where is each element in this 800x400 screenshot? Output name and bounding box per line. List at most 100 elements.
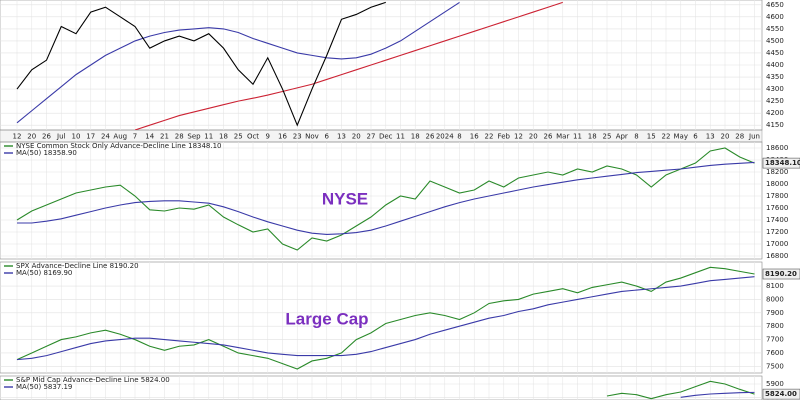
x-tick-label: 25 (234, 133, 243, 141)
x-tick-label: 16 (470, 133, 479, 141)
x-tick-label: 11 (396, 133, 405, 141)
y-tick-label: 4300 (766, 85, 784, 93)
y-tick-label: 7600 (766, 349, 784, 357)
y-tick-label: 4150 (766, 121, 784, 129)
legend-name: MA(50) (16, 383, 41, 391)
x-tick-label: 26 (544, 133, 553, 141)
y-tick-label: 18600 (766, 144, 788, 152)
series-line (16, 1, 386, 127)
x-tick-label: 25 (603, 133, 612, 141)
x-tick-label: Aug (113, 133, 127, 141)
x-tick-label: 7 (133, 133, 137, 141)
legend-value: 18358.90 (43, 149, 76, 157)
x-tick-label: 22 (662, 133, 671, 141)
y-tick-label: 17000 (766, 240, 788, 248)
y-tick-label: 17600 (766, 204, 788, 212)
x-tick-label: 22 (485, 133, 494, 141)
x-tick-label: 17 (86, 133, 95, 141)
x-tick-label: 20 (721, 133, 730, 141)
x-tick-label: 13 (706, 133, 715, 141)
x-tick-label: Oct (247, 133, 259, 141)
series-line (134, 1, 563, 130)
y-tick-label: 7900 (766, 309, 784, 317)
x-tick-label: 24 (101, 133, 110, 141)
y-tick-label: 17200 (766, 228, 788, 236)
legend-value: 8169.90 (43, 269, 72, 277)
legend-entry: MA(50) 18358.90 (16, 149, 77, 157)
series-line (16, 1, 460, 124)
x-tick-label: 20 (529, 133, 538, 141)
x-tick-label: 20 (352, 133, 361, 141)
series-line (16, 276, 755, 361)
last-value-box (762, 268, 800, 280)
last-value-label: 18348.10 (765, 159, 800, 167)
x-tick-label: 12 (13, 133, 22, 141)
x-tick-label: 28 (175, 133, 184, 141)
legend-value: 5837.19 (43, 383, 72, 391)
series-line (16, 266, 755, 370)
y-tick-label: 4200 (766, 109, 784, 117)
x-tick-label: 6 (693, 133, 698, 141)
legend-name: MA(50) (16, 149, 41, 157)
legend-entry: MA(50) 8169.90 (16, 269, 72, 277)
x-tick-label: 21 (160, 133, 169, 141)
panel-frame (0, 375, 763, 400)
y-tick-label: 4450 (766, 49, 784, 57)
x-tick-label: 10 (72, 133, 81, 141)
y-tick-label: 8100 (766, 282, 784, 290)
panel-frame (0, 141, 763, 260)
annotation: NYSE (322, 189, 368, 208)
x-tick-label: 18 (588, 133, 597, 141)
y-tick-label: 5900 (766, 380, 784, 388)
legend-value: 8190.20 (110, 262, 139, 270)
x-tick-label: 26 (42, 133, 51, 141)
legend-entry: NYSE Common Stock Only Advance-Decline L… (16, 142, 222, 150)
y-tick-label: 4500 (766, 37, 784, 45)
x-tick-label: 13 (337, 133, 346, 141)
last-value-box (762, 388, 800, 400)
x-tick-label: 27 (367, 133, 376, 141)
y-tick-label: 7700 (766, 336, 784, 344)
y-tick-label: 4550 (766, 25, 784, 33)
legend-name: MA(50) (16, 269, 41, 277)
y-tick-label: 4650 (766, 1, 784, 9)
x-tick-label: Dec (379, 133, 393, 141)
series-line (606, 380, 755, 400)
x-tick-label: 18 (411, 133, 420, 141)
x-tick-label: Apr (616, 133, 628, 141)
x-tick-label: 9 (266, 133, 270, 141)
annotation: Large Cap (285, 309, 368, 328)
x-tick-label: 23 (293, 133, 302, 141)
y-tick-label: 17800 (766, 192, 788, 200)
y-tick-label: 8000 (766, 295, 784, 303)
legend-entry: S&P Mid Cap Advance-Decline Line 5824.00 (16, 376, 170, 384)
y-tick-label: 4250 (766, 97, 784, 105)
x-tick-label: 16 (278, 133, 287, 141)
x-tick-label: 26 (426, 133, 435, 141)
last-value-box (762, 157, 800, 169)
x-tick-label: 28 (735, 133, 744, 141)
x-tick-label: 20 (27, 133, 36, 141)
y-tick-label: 17400 (766, 216, 788, 224)
y-tick-label: 4400 (766, 61, 784, 69)
y-tick-label: 4350 (766, 73, 784, 81)
x-tick-label: 14 (145, 133, 154, 141)
y-tick-label: 7500 (766, 362, 784, 370)
x-tick-label: Feb (498, 133, 511, 141)
x-tick-label: 12 (514, 133, 523, 141)
y-tick-label: 7800 (766, 322, 784, 330)
x-tick-label: Mar (556, 133, 569, 141)
last-value-label: 5824.00 (765, 390, 797, 398)
legend-entry: SPX Advance-Decline Line 8190.20 (16, 262, 139, 270)
x-tick-label: 15 (647, 133, 656, 141)
y-tick-label: 18000 (766, 180, 788, 188)
x-tick-label: 18 (219, 133, 228, 141)
x-tick-label: 6 (325, 133, 330, 141)
x-tick-label: Nov (305, 133, 319, 141)
x-tick-label: May (674, 133, 688, 141)
x-tick-label: Jun (748, 133, 760, 141)
y-tick-label: 18200 (766, 168, 788, 176)
x-tick-label: Jul (56, 133, 66, 141)
